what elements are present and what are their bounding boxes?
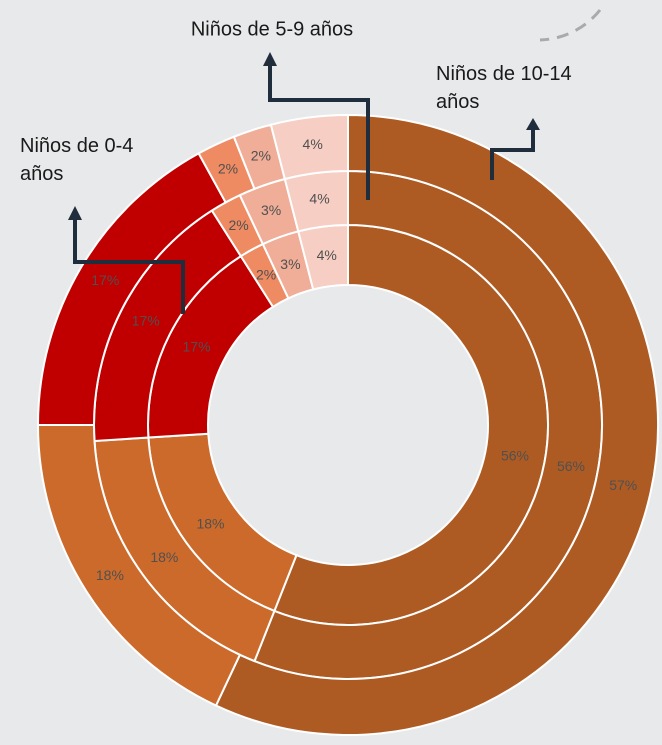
data-label: 17% <box>91 272 119 288</box>
decoration <box>539 9 602 42</box>
arrows <box>73 64 535 314</box>
arrowhead <box>68 206 82 220</box>
data-label: 2% <box>256 267 276 283</box>
data-label: 57% <box>609 477 637 493</box>
rings: 56%18%17%2%3%4%56%18%17%2%3%4%57%18%17%2… <box>36 113 659 736</box>
segment <box>269 113 349 181</box>
data-label: 56% <box>501 448 529 464</box>
data-label: 17% <box>183 339 211 355</box>
data-label: 17% <box>132 313 160 329</box>
arrowheads <box>68 52 540 220</box>
data-label: 3% <box>261 202 281 218</box>
data-label: 4% <box>317 247 337 263</box>
arrow <box>73 220 185 314</box>
data-label: 2% <box>229 217 249 233</box>
series-label: Niños de 0-4 años <box>20 135 134 185</box>
data-label: 4% <box>309 190 329 206</box>
arrowhead <box>526 118 540 130</box>
label-box: Niños de 0-4 años <box>20 135 134 185</box>
data-label: 2% <box>218 161 238 177</box>
data-label: 3% <box>280 256 300 272</box>
series-label: Niños de 5-9 años <box>191 18 353 40</box>
arrowhead <box>263 52 277 66</box>
series-label: Niños de 10-14 años <box>436 63 572 113</box>
data-label: 18% <box>196 516 224 532</box>
label-box: Niños de 10-14 años <box>436 63 572 113</box>
data-label: 2% <box>251 148 271 164</box>
data-label: 4% <box>303 136 323 152</box>
data-label: 18% <box>96 567 124 583</box>
segment <box>214 113 659 736</box>
arrow <box>268 64 370 200</box>
arrow <box>490 128 535 180</box>
data-label: 18% <box>150 549 178 565</box>
data-label: 56% <box>557 458 585 474</box>
